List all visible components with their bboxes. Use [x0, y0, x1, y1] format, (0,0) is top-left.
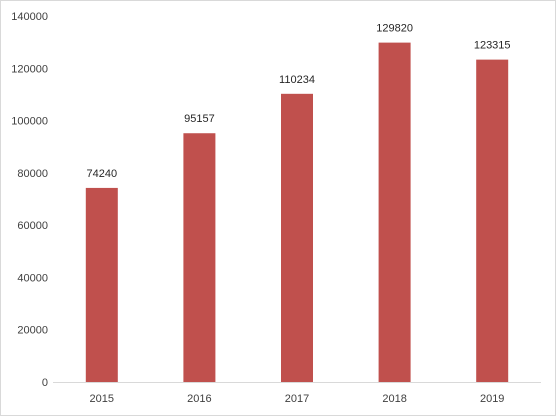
y-axis-tick-labels: 0 20000 40000 60000 80000 100000 120000 140000: [11, 11, 48, 389]
x-tick-label: 2017: [285, 393, 309, 405]
y-tick-label: 120000: [11, 63, 48, 75]
data-label: 129820: [376, 23, 413, 35]
data-label: 123315: [474, 40, 511, 52]
data-label: 95157: [184, 113, 215, 125]
y-tick-label: 60000: [17, 220, 48, 232]
y-tick-label: 0: [42, 377, 48, 389]
x-tick-label: 2015: [90, 393, 114, 405]
data-label: 74240: [87, 168, 118, 180]
y-tick-label: 20000: [17, 325, 48, 337]
data-labels: 74240 95157 110234 129820 123315: [87, 23, 511, 180]
y-tick-label: 80000: [17, 168, 48, 180]
y-tick-label: 40000: [17, 272, 48, 284]
bar-2016: [183, 133, 216, 382]
y-tick-label: 140000: [11, 11, 48, 23]
bar-2018: [378, 42, 411, 382]
x-tick-label: 2016: [187, 393, 211, 405]
x-tick-label: 2019: [480, 393, 504, 405]
bar-2019: [476, 59, 509, 383]
bar-2015: [85, 187, 118, 382]
data-label: 110234: [279, 74, 315, 86]
x-tick-label: 2018: [382, 393, 406, 405]
bars: [85, 42, 509, 383]
x-axis-tick-labels: 2015 2016 2017 2018 2019: [90, 393, 505, 405]
y-tick-label: 100000: [11, 116, 48, 128]
bar-2017: [281, 93, 313, 382]
